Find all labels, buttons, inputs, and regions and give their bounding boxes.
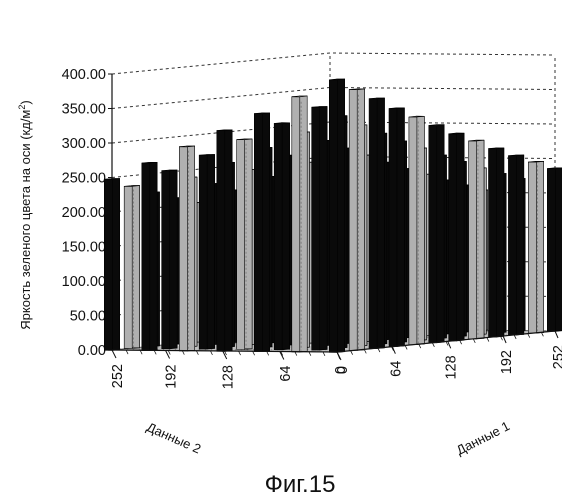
y-tick-label: 252 (110, 364, 126, 388)
x-minor-tick (514, 335, 516, 339)
bar (237, 139, 252, 350)
bar (409, 116, 424, 345)
z-tick-label: 50.00 (70, 309, 106, 325)
x-minor-tick (432, 343, 434, 347)
bar (449, 133, 464, 341)
y-tick-label: 192 (164, 365, 180, 389)
x-minor-tick (487, 338, 489, 342)
x-minor-tick (351, 351, 353, 355)
z-tick-label: 100.00 (62, 274, 106, 290)
bar (312, 107, 327, 351)
bar (199, 155, 214, 350)
y-tick-mark (112, 350, 116, 358)
bar (489, 148, 504, 337)
bar (469, 140, 484, 339)
z-tick-label: 400.00 (62, 67, 106, 83)
bar (349, 89, 364, 351)
x-axis-title: Данные 1 (454, 418, 512, 458)
y-axis-title: Данные 2 (144, 419, 203, 456)
x-minor-tick (473, 339, 475, 343)
z-tick-label: 300.00 (62, 136, 106, 152)
bar (217, 130, 232, 352)
bar (389, 108, 404, 347)
z-tick-label: 250.00 (62, 171, 106, 187)
z-axis-title: Яркость зеленого цвета на оси (кд/м2) (17, 100, 33, 329)
bar (429, 125, 444, 343)
z-tick-label: 350.00 (62, 102, 106, 118)
y-tick-label: 0 (335, 366, 351, 374)
bar (142, 162, 157, 350)
bar (547, 168, 562, 332)
z-tick-label: 0.00 (78, 343, 106, 359)
bar (329, 79, 344, 352)
bar (508, 155, 523, 335)
x-minor-tick (405, 345, 407, 349)
x-tick-label: 128 (444, 355, 460, 379)
x-tick-mark (503, 336, 506, 343)
y-axis-tick-labels: 0 64 128 192 252 (110, 350, 351, 389)
x-tick-label: 192 (499, 350, 515, 374)
y-tick-label: 128 (221, 365, 237, 389)
x-tick-label: 64 (388, 361, 404, 377)
bar (104, 179, 119, 351)
bar (274, 123, 289, 350)
x-tick-label: 252 (551, 345, 562, 369)
x-minor-tick (528, 334, 530, 338)
bar (292, 96, 307, 352)
bar (162, 170, 177, 349)
x-tick-mark (555, 331, 558, 338)
bar (179, 146, 194, 351)
bar (369, 98, 384, 349)
x-tick-mark (448, 341, 451, 348)
bar (254, 113, 269, 352)
chart-bars (104, 79, 562, 352)
z-tick-label: 200.00 (62, 205, 106, 221)
figure-caption: Фиг.15 (265, 471, 336, 498)
bar (124, 186, 139, 349)
y-tick-label: 64 (278, 366, 294, 382)
bar (528, 161, 543, 333)
x-minor-tick (364, 349, 366, 353)
y-tick-mark (280, 351, 284, 359)
y-tick-mark (337, 352, 341, 360)
grid-line (112, 53, 555, 74)
z-tick-label: 150.00 (62, 240, 106, 256)
